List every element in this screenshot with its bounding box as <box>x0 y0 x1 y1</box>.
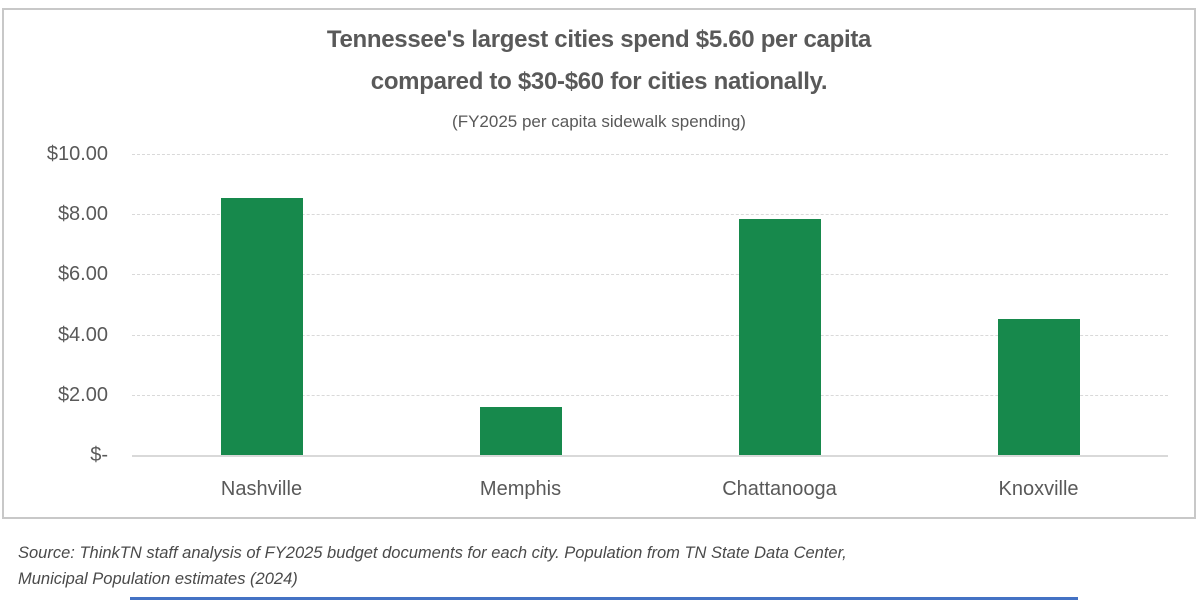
chart-title-line2: compared to $30-$60 for cities nationall… <box>370 68 828 95</box>
y-tick-label: $6.00 <box>57 263 108 286</box>
bar-nashville <box>220 198 303 455</box>
chart-title-line1: Tennessee's largest cities spend $5.60 p… <box>326 26 872 53</box>
bar-chattanooga <box>738 219 821 455</box>
bar-memphis <box>479 406 562 455</box>
x-category-label-chattanooga: Chattanooga <box>722 478 837 500</box>
gridline-6 <box>132 274 1168 276</box>
accent-bar <box>130 597 1078 600</box>
gridline-10 <box>132 154 1168 155</box>
source-note: Source: ThinkTN staff analysis of FY2025… <box>18 540 847 592</box>
x-category-label-nashville: Nashville <box>220 478 303 500</box>
x-category-label-knoxville: Knoxville <box>998 478 1079 500</box>
bar-knoxville <box>997 318 1080 455</box>
gridline-4 <box>132 334 1168 336</box>
y-tick-label: $10.00 <box>46 143 108 165</box>
y-tick-label: $8.00 <box>57 203 108 226</box>
source-note-line1: Source: ThinkTN staff analysis of FY2025… <box>18 544 847 562</box>
x-category-label-memphis: Memphis <box>479 478 562 500</box>
gridline-2 <box>132 394 1168 396</box>
y-tick-label: $2.00 <box>57 383 108 406</box>
y-tick-label: $- <box>90 444 108 466</box>
y-tick-label: $4.00 <box>57 323 108 346</box>
plot-area <box>132 154 1168 457</box>
source-note-line2: Municipal Population estimates (2024) <box>18 570 298 588</box>
gridline-8 <box>132 214 1168 216</box>
chart-card: Tennessee's largest cities spend $5.60 p… <box>2 8 1196 519</box>
chart-subtitle: (FY2025 per capita sidewalk spending) <box>452 112 746 131</box>
